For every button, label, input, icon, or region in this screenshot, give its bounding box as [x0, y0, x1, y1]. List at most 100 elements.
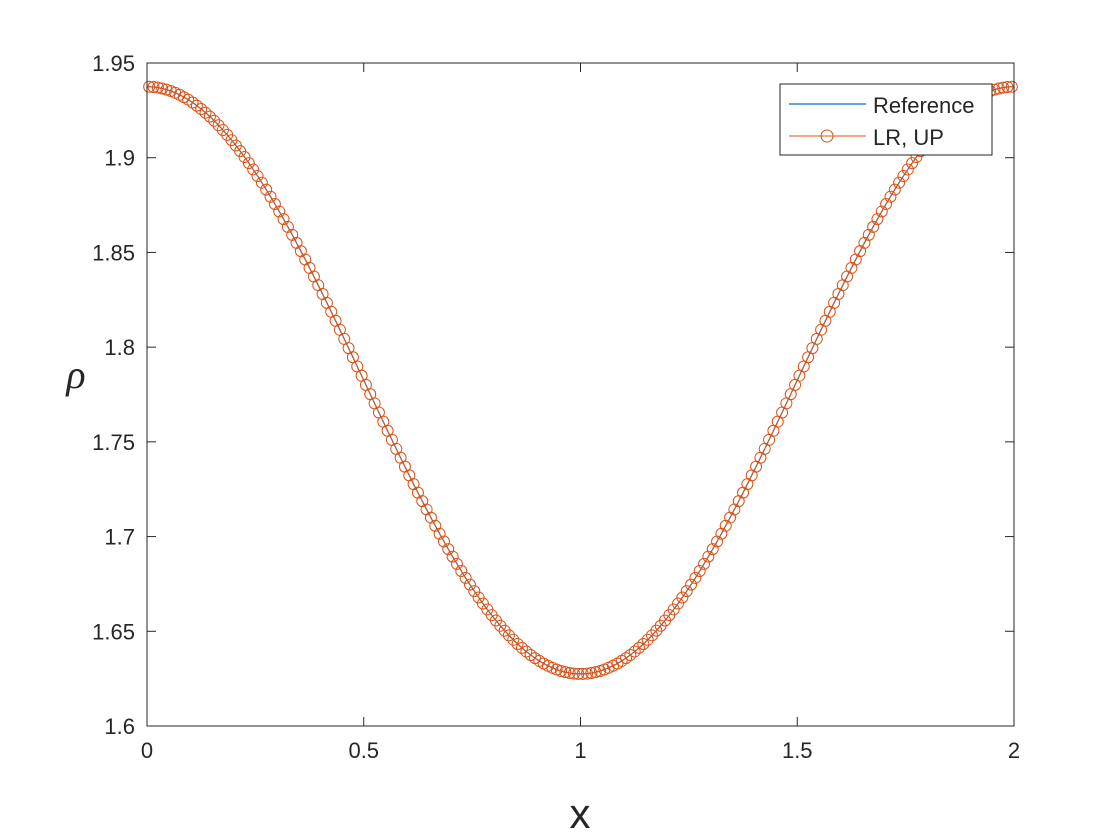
- data-point: [706, 543, 719, 556]
- data-point: [576, 667, 589, 680]
- data-point: [680, 585, 693, 598]
- data-point: [455, 564, 468, 577]
- x-axis-label: x: [570, 790, 591, 837]
- legend-marker-lr-up: [820, 129, 834, 143]
- data-point: [572, 667, 585, 680]
- data-point: [901, 163, 914, 176]
- data-point: [277, 213, 290, 226]
- data-point: [199, 106, 212, 119]
- data-point: [468, 585, 481, 598]
- data-point: [888, 183, 901, 196]
- data-point: [628, 645, 641, 658]
- data-point: [992, 82, 1005, 95]
- ticks-layer: 0 0.5 1 1.5 2 1.6 1.65 1.7 1.75 1.8 1.85 1.9 1.95: [92, 51, 1020, 763]
- data-point: [195, 103, 208, 116]
- data-point: [429, 519, 442, 532]
- y-tick-label: 1.6: [104, 714, 135, 739]
- y-tick-label: 1.75: [92, 430, 135, 455]
- data-point: [559, 666, 572, 679]
- data-point: [459, 571, 472, 584]
- data-point: [672, 597, 685, 610]
- x-tick-label: 0.5: [348, 738, 379, 763]
- data-point: [633, 641, 646, 654]
- y-axis-label: ρ: [64, 352, 85, 397]
- data-point: [212, 119, 225, 132]
- data-point: [1005, 80, 1018, 93]
- data-point: [897, 169, 910, 182]
- data-point: [702, 550, 715, 563]
- data-point: [585, 667, 598, 679]
- legend-label-lr-up: LR, UP: [873, 125, 944, 150]
- data-point: [862, 228, 875, 241]
- data-point: [251, 169, 264, 182]
- data-point: [502, 629, 515, 642]
- data-point: [437, 535, 450, 548]
- data-point: [520, 645, 533, 658]
- data-point: [1001, 81, 1014, 93]
- data-point: [875, 205, 888, 218]
- data-point: [524, 648, 537, 661]
- data-point: [156, 82, 169, 95]
- data-point: [880, 198, 893, 210]
- data-point: [641, 633, 654, 646]
- data-point: [568, 667, 580, 680]
- x-tick-label: 1.5: [782, 738, 813, 763]
- data-point: [637, 637, 650, 650]
- plot-area: [147, 63, 1014, 726]
- data-point: [190, 99, 203, 112]
- data-point: [260, 183, 273, 196]
- data-point: [238, 151, 251, 164]
- data-point: [676, 591, 689, 604]
- data-point: [433, 527, 446, 540]
- data-point: [867, 220, 880, 233]
- data-point: [247, 163, 260, 176]
- y-tick-label: 1.7: [104, 525, 135, 550]
- x-tick-label: 2: [1008, 738, 1020, 763]
- data-point: [997, 81, 1010, 94]
- legend: Reference LR, UP: [779, 83, 993, 156]
- data-point: [442, 543, 455, 556]
- data-point: [581, 667, 593, 680]
- x-tick-label: 0: [141, 738, 153, 763]
- data-point: [147, 81, 160, 93]
- data-point: [268, 198, 281, 210]
- data-point: [624, 648, 637, 661]
- data-point: [463, 578, 476, 591]
- data-point: [715, 527, 728, 540]
- data-point: [143, 80, 156, 93]
- data-point: [689, 571, 702, 584]
- data-point: [203, 110, 216, 123]
- data-point: [186, 96, 199, 109]
- data-point: [884, 190, 897, 203]
- data-point: [242, 157, 255, 170]
- data-point: [472, 591, 485, 604]
- data-point: [450, 557, 463, 570]
- data-point: [620, 652, 633, 665]
- data-point: [554, 664, 567, 677]
- data-point: [273, 205, 286, 218]
- data-point: [693, 564, 706, 577]
- y-tick-label: 1.9: [104, 146, 135, 171]
- data-point: [507, 633, 520, 646]
- data-point: [711, 535, 724, 548]
- data-point: [208, 114, 221, 127]
- data-point: [685, 578, 698, 591]
- data-point: [646, 629, 659, 642]
- data-point: [255, 176, 268, 189]
- data-point: [151, 81, 164, 94]
- y-tick-label: 1.65: [92, 619, 135, 644]
- data-point: [515, 641, 528, 654]
- data-point: [563, 667, 576, 679]
- y-tick-label: 1.8: [104, 335, 135, 360]
- data-point: [511, 637, 524, 650]
- x-tick-label: 1: [574, 738, 586, 763]
- data-point: [698, 557, 711, 570]
- data-point: [281, 220, 294, 233]
- data-point: [893, 176, 906, 189]
- series-line-lr-up: [149, 86, 1012, 675]
- data-point: [589, 666, 602, 679]
- y-tick-label: 1.85: [92, 240, 135, 265]
- legend-box: [779, 83, 993, 156]
- data-point: [871, 213, 884, 226]
